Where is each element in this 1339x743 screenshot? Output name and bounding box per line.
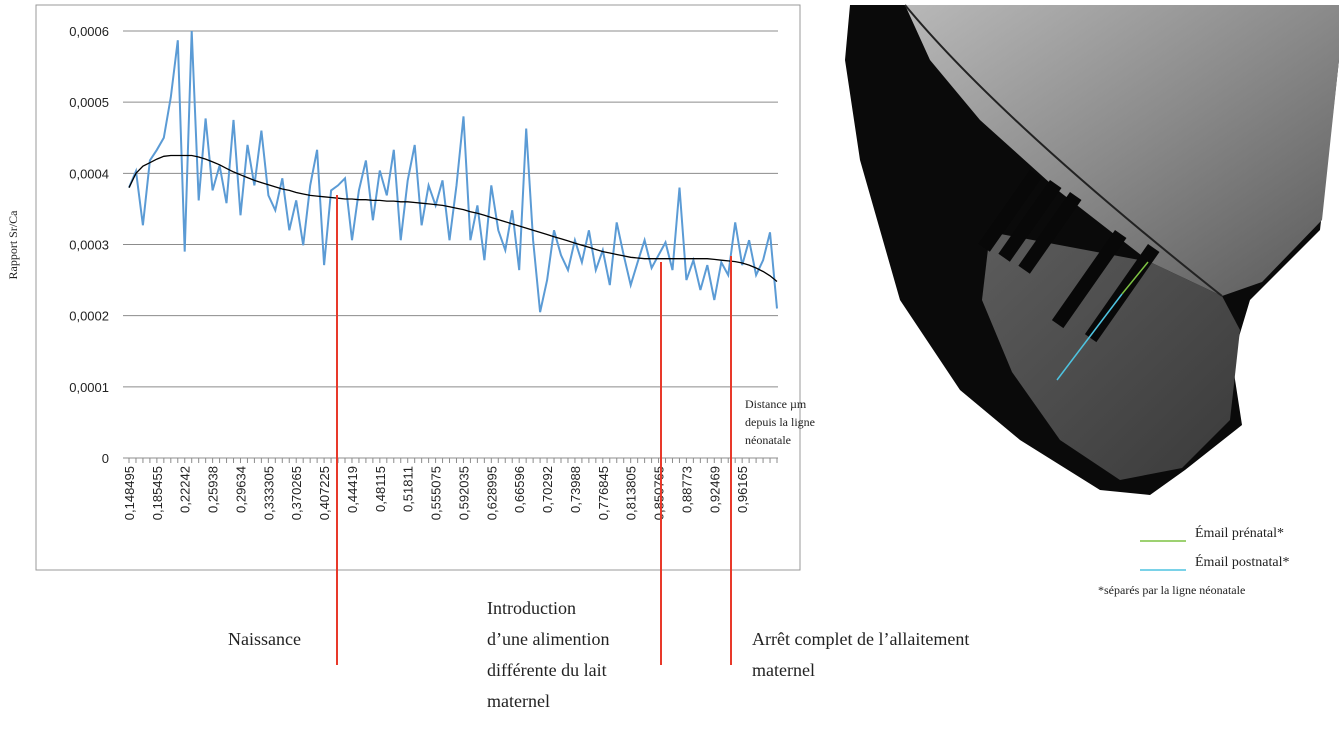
x-tick-label: 0,333305 [261,466,276,520]
annotation-text: Naissance [228,629,301,649]
x-tick-label: 0,51811 [401,466,416,512]
legend-label: Émail prénatal* [1195,524,1284,541]
x-tick-label: 0,88773 [679,466,694,513]
x-axis-title: néonatale [745,433,791,447]
x-tick-label: 0,776845 [596,466,611,520]
x-tick-label: 0,813805 [624,466,639,520]
x-tick-label: 0,555075 [429,466,444,520]
x-tick-label: 0,850765 [652,466,667,520]
annotation-text: maternel [752,660,815,680]
x-tick-label: 0,370265 [289,466,304,520]
x-tick-label: 0,48115 [373,466,388,512]
chart-frame [35,4,801,571]
x-tick-label: 0,92469 [707,466,722,513]
y-tick-label: 0,0002 [69,309,109,324]
y-tick-label: 0,0001 [69,380,109,395]
series-line [128,30,778,313]
x-tick-label: 0,25938 [206,466,221,513]
series-line [128,154,778,283]
x-tick-label: 0,96165 [735,466,750,513]
x-tick-label: 0,628995 [484,466,499,520]
x-tick-label: 0,29634 [233,466,248,513]
x-axis-title: depuis la ligne [745,415,815,429]
x-tick-label: 0,148495 [122,466,137,520]
legend-note: *séparés par la ligne néonatale [1098,583,1245,597]
annotation-text: Arrêt complet de l’allaitement [752,629,969,649]
x-axis-title: Distance µm [745,397,807,411]
y-tick-label: 0,0005 [69,95,109,110]
x-tick-label: 0,22242 [178,466,193,513]
x-tick-label: 0,70292 [540,466,555,513]
tooth-photo [845,4,1339,495]
x-tick-label: 0,407225 [317,466,332,520]
annotation-text: d’une alimention [487,629,609,649]
x-tick-label: 0,73988 [568,466,583,513]
x-tick-label: 0,185455 [150,466,165,520]
x-tick-label: 0,66596 [512,466,527,513]
annotation-text: différente du lait [487,660,607,680]
legend-label: Émail postnatal* [1195,553,1289,570]
x-tick-label: 0,44419 [345,466,360,513]
y-tick-label: 0,0004 [69,166,109,181]
annotation-text: maternel [487,691,550,711]
annotation-text: Introduction [487,598,576,618]
y-tick-label: 0,0003 [69,238,109,253]
y-axis-title: Rapport Sr/Ca [6,210,20,280]
y-tick-label: 0 [102,451,109,466]
y-tick-label: 0,0006 [69,24,109,39]
x-tick-label: 0,592035 [456,466,471,520]
